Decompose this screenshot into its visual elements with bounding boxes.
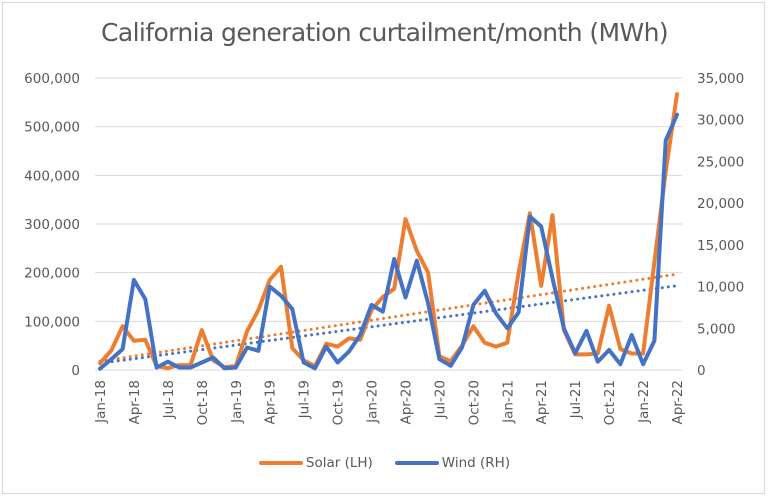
x-tick-label: Apr-19 [263, 380, 279, 425]
x-tick-label: Jan-21 [500, 380, 516, 424]
x-tick-label: Oct-20 [466, 380, 482, 425]
legend-swatch-wind [394, 461, 439, 465]
right-axis-ticks: 0 5,000 10,000 15,000 20,000 25,000 30,000 35,0… [697, 71, 744, 379]
left-axis-ticks: 0 100,000 200,000 300,000 400,000 500,000 600,… [24, 71, 80, 379]
chart-title: California generation curtailment/month … [101, 18, 669, 47]
x-tick-label: Oct-21 [602, 380, 618, 425]
right-tick-label: 0 [697, 363, 706, 379]
right-tick-label: 20,000 [697, 196, 744, 212]
x-tick-label: Apr-20 [398, 380, 414, 425]
x-tick-label: Jan-18 [93, 380, 109, 424]
right-tick-label: 25,000 [697, 154, 744, 170]
left-tick-label: 300,000 [24, 217, 80, 233]
x-tick-label: Jul-20 [432, 380, 448, 419]
x-tick-label: Apr-21 [534, 380, 550, 425]
right-tick-label: 10,000 [697, 280, 744, 296]
x-tick-label: Jan-20 [365, 380, 381, 424]
x-tick-label: Jan-22 [636, 380, 652, 424]
x-tick-label: Apr-18 [127, 380, 143, 425]
x-tick-label: Apr-22 [670, 380, 686, 425]
series-line-wind [98, 112, 679, 371]
right-tick-label: 30,000 [697, 113, 744, 129]
left-tick-label: 600,000 [24, 71, 80, 87]
right-tick-label: 5,000 [697, 321, 736, 337]
right-tick-label: 15,000 [697, 238, 744, 254]
x-axis-ticks: Jan-18 Apr-18 Jul-18 Oct-18 Jan-19 Apr-19 Jul-… [93, 380, 686, 425]
left-tick-label: 200,000 [24, 266, 80, 282]
legend-swatch-solar [258, 461, 303, 465]
legend-label-solar: Solar (LH) [305, 455, 373, 471]
left-tick-label: 100,000 [24, 314, 80, 330]
left-tick-label: 400,000 [24, 168, 80, 184]
x-tick-label: Jan-19 [229, 380, 245, 424]
series-line-solar [98, 92, 679, 371]
x-tick-label: Oct-18 [195, 380, 211, 425]
legend-item-wind[interactable]: Wind (RH) [394, 455, 511, 471]
left-tick-label: 500,000 [24, 120, 80, 136]
x-tick-label: Jul-21 [568, 380, 584, 419]
x-tick-label: Jul-18 [161, 380, 177, 419]
right-tick-label: 35,000 [697, 71, 744, 87]
trendline-wind [98, 284, 679, 365]
left-tick-label: 0 [71, 363, 80, 379]
legend: Solar (LH) Wind (RH) [0, 455, 769, 471]
gridlines [95, 77, 682, 371]
legend-label-wind: Wind (RH) [441, 455, 511, 471]
x-tick-label: Oct-19 [331, 380, 347, 425]
x-tick-label: Jul-19 [297, 380, 313, 419]
series-lines [98, 92, 679, 371]
legend-item-solar[interactable]: Solar (LH) [258, 455, 373, 471]
